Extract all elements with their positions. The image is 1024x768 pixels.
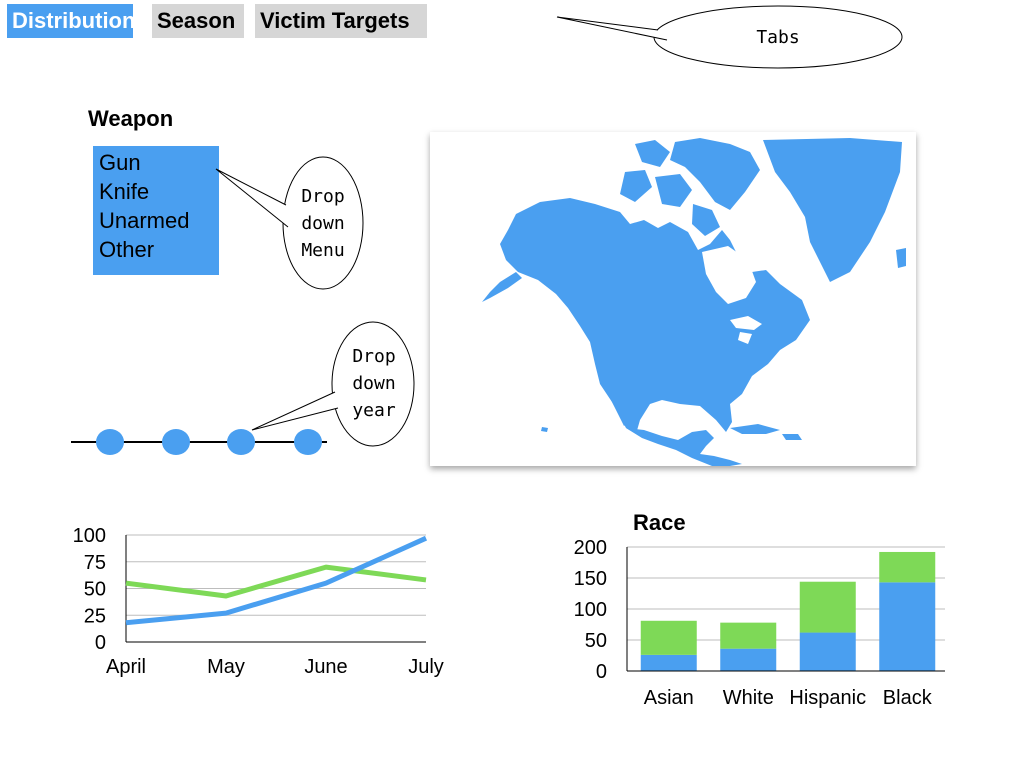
x-tick-label: July	[408, 656, 444, 678]
year-callout-label: Drop down year	[352, 346, 396, 421]
year-slider[interactable]	[65, 420, 335, 465]
map-panel[interactable]	[430, 132, 916, 466]
weapon-dropdown[interactable]: Gun Knife Unarmed Other	[93, 146, 219, 275]
menu-callout-label: Drop down Menu	[301, 186, 345, 261]
y-tick-label: 100	[73, 525, 106, 547]
year-slider-stop	[227, 429, 255, 455]
x-tick-label: June	[304, 656, 347, 678]
year-slider-stop	[96, 429, 124, 455]
north-america-map	[482, 138, 906, 466]
menu-callout-bubble	[215, 156, 364, 290]
weapon-option-other[interactable]: Other	[99, 237, 155, 262]
x-tick-label: May	[207, 656, 245, 678]
y-tick-label: 75	[84, 552, 106, 574]
y-tick-label: 150	[574, 568, 607, 590]
line-series-0	[125, 564, 427, 599]
year-callout-bubble	[251, 321, 415, 447]
x-tick-label: Hispanic	[789, 687, 866, 709]
y-tick-label: 50	[84, 579, 106, 601]
weapon-option-unarmed[interactable]: Unarmed	[99, 208, 190, 233]
x-tick-label: April	[106, 656, 146, 678]
weapon-option-knife[interactable]: Knife	[99, 179, 150, 204]
y-tick-label: 0	[95, 632, 106, 654]
y-tick-label: 200	[574, 537, 607, 559]
tab-victim-targets[interactable]: Victim Targets	[255, 4, 427, 38]
race-chart-title: Race	[633, 510, 686, 535]
tabs-callout-bubble	[556, 5, 903, 69]
line-chart: 0 25 50 75 100 April May June July	[73, 525, 444, 678]
y-tick-label: 0	[596, 661, 607, 683]
year-slider-stop	[162, 429, 190, 455]
bar-asian-segment-0	[640, 654, 697, 671]
bar-hispanic-segment-1	[799, 581, 856, 633]
bar-white-segment-0	[720, 648, 777, 671]
race-bar-chart: 0 50 100 150 200 Asian White Hispanic Black	[574, 537, 945, 709]
bar-black-segment-0	[879, 582, 936, 671]
x-tick-label: Black	[883, 687, 933, 709]
bar-white-segment-1	[720, 622, 777, 649]
bar-hispanic-segment-0	[799, 632, 856, 671]
bar-black-segment-1	[879, 551, 936, 583]
y-tick-label: 100	[574, 599, 607, 621]
tab-season[interactable]: Season	[152, 4, 244, 38]
y-tick-label: 50	[585, 630, 607, 652]
year-slider-stop	[294, 429, 322, 455]
y-tick-label: 25	[84, 605, 106, 627]
line-series-1	[125, 535, 428, 626]
tabs-callout-label: Tabs	[756, 27, 800, 48]
weapon-option-gun[interactable]: Gun	[99, 150, 141, 175]
tab-distribution[interactable]: Distribution	[7, 4, 135, 38]
x-tick-label: White	[723, 687, 774, 709]
weapon-title: Weapon	[88, 106, 174, 131]
bar-asian-segment-1	[640, 620, 697, 655]
x-tick-label: Asian	[644, 687, 694, 709]
